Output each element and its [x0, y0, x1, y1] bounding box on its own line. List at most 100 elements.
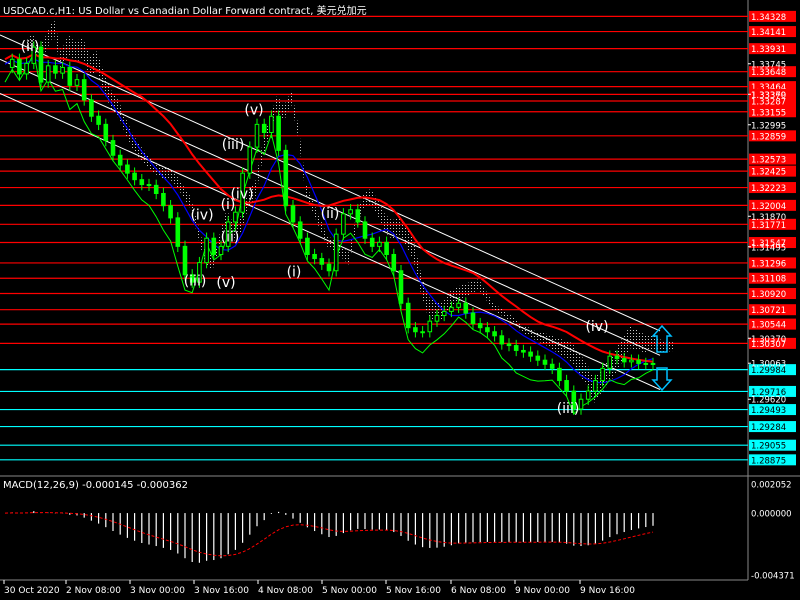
candle-body: [312, 253, 317, 260]
support-level-label: 1.28875: [751, 456, 786, 466]
candle-body: [53, 65, 58, 74]
candle-body: [593, 380, 598, 392]
candle-body: [211, 237, 217, 255]
candle-body: [96, 115, 101, 125]
candle-body: [117, 154, 123, 166]
time-tick-label: 6 Nov 08:00: [451, 586, 506, 596]
candle-body: [125, 164, 130, 174]
resistance-level-tag: [749, 272, 796, 284]
time-tick-label: 9 Nov 00:00: [515, 586, 570, 596]
time-tick-label: 2 Nov 08:00: [66, 586, 121, 596]
candle-body: [297, 221, 303, 239]
resistance-level-tag: [749, 106, 796, 118]
candle-body: [74, 79, 80, 86]
candle-body: [485, 327, 490, 333]
wave-label: (ii): [221, 229, 240, 245]
resistance-level-tag: [749, 66, 796, 78]
sell-arrow-icon: [651, 367, 673, 392]
candle-body: [506, 343, 512, 347]
wave-label: (iii): [222, 137, 245, 153]
candle-body: [38, 46, 44, 83]
resistance-level-tag: [749, 199, 796, 211]
time-tick-label: 5 Nov 00:00: [322, 586, 377, 596]
wave-label: (iv): [190, 208, 213, 224]
instrument-description: US Dollar vs Canadian Dollar Forward con…: [78, 6, 314, 17]
candle-body: [333, 233, 339, 272]
candle-body: [557, 367, 562, 382]
candle-body: [614, 355, 620, 360]
candle-body: [17, 58, 22, 75]
wave-label: (i): [287, 264, 302, 280]
candle-body: [499, 335, 505, 345]
candle-body: [240, 172, 245, 213]
candle-body: [175, 217, 181, 247]
macd-tick-label: 0.000000: [751, 510, 792, 520]
candle-body: [607, 355, 613, 369]
candle-body: [24, 62, 29, 75]
candle-body: [427, 320, 433, 333]
time-tick-label: 5 Nov 16:00: [386, 586, 441, 596]
resistance-level-tag: [749, 43, 796, 55]
wave-label: (iii): [184, 273, 207, 289]
candle-body: [456, 302, 461, 308]
trend-channel: [0, 34, 661, 390]
candle-body: [528, 351, 533, 357]
price-tick-label: 1.31495: [751, 243, 786, 253]
resistance-level-tag: [749, 26, 796, 38]
candle-body: [341, 213, 346, 235]
elliott-wave-labels: (ii)(iii)(v)(iv)(i)(iv)(ii)(ii)(iii) (v)(…: [21, 39, 609, 417]
resistance-level-label: 1.31547: [751, 239, 786, 249]
support-level-tag: [749, 421, 796, 433]
candle-body: [621, 358, 627, 363]
chart-title: USDCAD.c,H1: US Dollar vs Canadian Dolla…: [3, 2, 367, 17]
resistance-level-label: 1.31108: [751, 275, 786, 285]
wave-label: (iv): [585, 319, 608, 335]
candle-body: [197, 262, 202, 283]
candle-body: [362, 221, 368, 239]
candle-body: [578, 398, 584, 410]
wave-label: (v): [216, 275, 235, 291]
price-tick-label: 1.29620: [751, 396, 786, 406]
fast-moving-average: [4, 58, 654, 384]
macd-histogram: [4, 511, 654, 563]
support-level-label: 1.29984: [751, 366, 786, 376]
resistance-level-tag: [749, 237, 796, 249]
resistance-level-label: 1.33931: [751, 45, 786, 55]
candle-body: [161, 192, 166, 207]
candle-body: [413, 327, 418, 333]
macd-signal-line: [4, 512, 654, 557]
candle-body: [420, 331, 425, 334]
candle-body: [218, 245, 224, 255]
candle-body: [189, 274, 195, 283]
candle-body: [254, 123, 260, 148]
candle-body: [110, 140, 116, 156]
macd-tick-label: -0.004371: [751, 572, 795, 582]
candle-body: [441, 310, 447, 316]
candle-body: [434, 314, 440, 322]
channel-lower-line: [0, 93, 661, 390]
candle-body: [405, 302, 411, 329]
support-level-label: 1.29716: [751, 388, 786, 398]
resistance-level-tag: [749, 257, 796, 269]
resistance-level-tag: [749, 318, 796, 330]
resistance-level-label: 1.30307: [751, 340, 786, 350]
price-levels: [0, 15, 748, 461]
candle-body: [492, 331, 497, 337]
resistance-level-tag: [749, 130, 796, 142]
candle-body: [204, 237, 209, 264]
resistance-level-label: 1.31296: [751, 259, 786, 269]
resistance-level-label: 1.34328: [751, 13, 786, 23]
candle-body: [571, 390, 577, 410]
wave-label: (ii): [21, 39, 40, 55]
symbol-label: USDCAD.c,H1:: [3, 6, 75, 17]
resistance-level-tag: [749, 88, 796, 100]
time-tick-label: 30 Oct 2020: [4, 586, 60, 596]
candle-body: [629, 359, 634, 363]
price-axis: 1.34328 1.34141 1.33931 1.33648 1.334641.333…: [748, 10, 796, 582]
macd-tick-label: 0.002052: [751, 481, 792, 491]
support-level-tag: [749, 385, 796, 397]
support-level-tag: [749, 454, 796, 466]
candle-body: [9, 58, 15, 68]
candle-body: [369, 237, 375, 247]
